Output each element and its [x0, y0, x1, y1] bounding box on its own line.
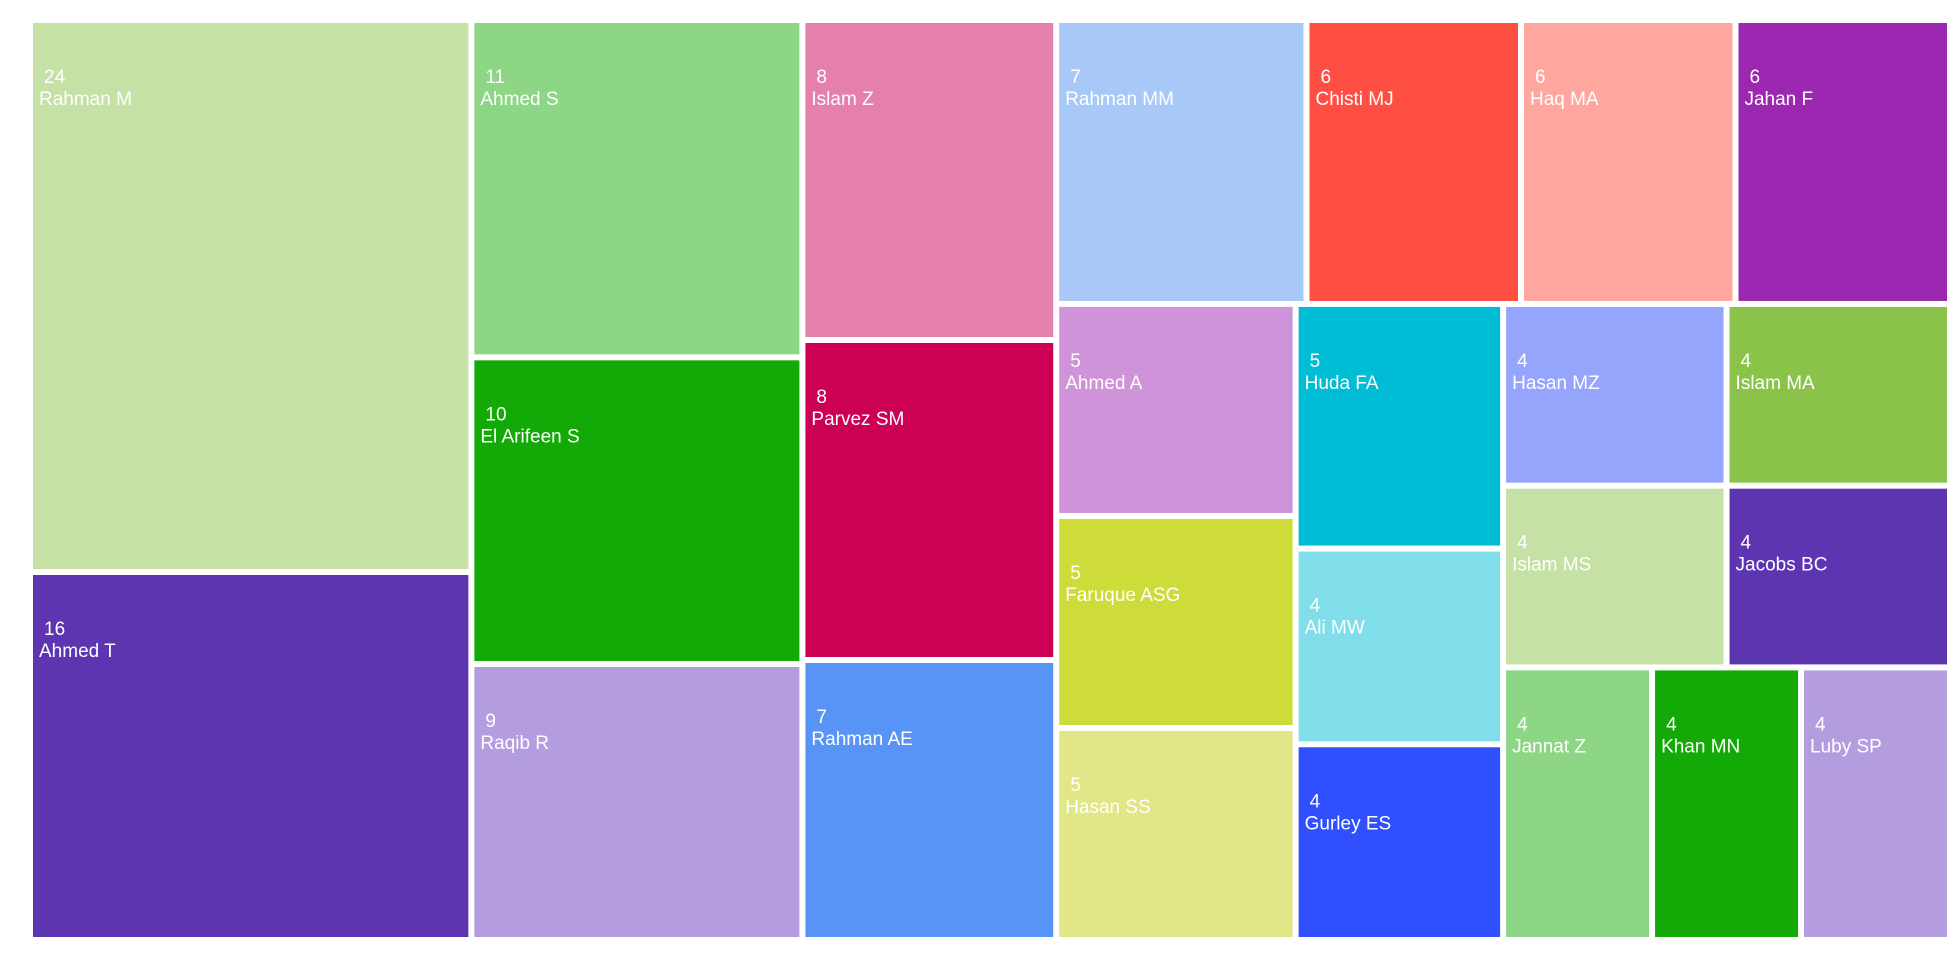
tile	[805, 23, 1054, 337]
tile	[805, 343, 1054, 657]
tile	[1729, 488, 1947, 665]
tile-label: Jacobs BC	[1736, 555, 1828, 576]
tile-value: 5	[1070, 775, 1081, 796]
tile-label: Rahman AE	[811, 729, 912, 750]
tile	[1506, 488, 1724, 665]
tile	[33, 23, 469, 569]
tile-value: 6	[1320, 67, 1331, 88]
tile-label: Rahman MM	[1065, 89, 1174, 110]
tile-value: 6	[1749, 67, 1760, 88]
tile-value: 4	[1666, 714, 1677, 735]
tile	[474, 667, 800, 937]
tile-value: 4	[1517, 533, 1528, 554]
tile	[1523, 23, 1733, 301]
tile	[474, 360, 800, 661]
tile-label: El Arifeen S	[480, 426, 579, 447]
tile	[1298, 551, 1501, 742]
tile-value: 7	[1070, 67, 1081, 88]
tile	[1059, 730, 1293, 937]
tile	[1059, 306, 1293, 513]
tile-value: 8	[816, 67, 827, 88]
tile-label: Ahmed A	[1065, 373, 1142, 394]
tile	[1729, 306, 1947, 483]
tile-value: 9	[485, 711, 496, 732]
tile-label: Hasan SS	[1065, 797, 1151, 818]
tile-label: Faruque ASG	[1065, 585, 1180, 606]
tile	[474, 23, 800, 355]
tile-value: 11	[485, 67, 505, 88]
tile-label: Islam MA	[1736, 373, 1816, 394]
tile-label: Haq MA	[1530, 89, 1599, 110]
tile	[1298, 306, 1501, 546]
tile	[1298, 747, 1501, 937]
tile-value: 4	[1741, 351, 1752, 372]
tile-value: 5	[1070, 351, 1081, 372]
tile-value: 7	[816, 707, 827, 728]
tile	[1059, 23, 1304, 301]
tile-label: Luby SP	[1810, 736, 1882, 757]
tile-value: 4	[1517, 714, 1528, 735]
tile-value: 4	[1310, 791, 1321, 812]
tile-label: Raqib R	[480, 733, 549, 754]
tile-label: Hasan MZ	[1512, 373, 1600, 394]
tile-label: Jahan F	[1744, 89, 1813, 110]
tile-value: 4	[1310, 596, 1321, 617]
tile-label: Parvez SM	[811, 409, 904, 430]
tile	[1059, 518, 1293, 725]
tile-value: 4	[1815, 714, 1826, 735]
tile-label: Ahmed S	[480, 89, 558, 110]
tile-value: 5	[1310, 351, 1321, 372]
tile-label: Rahman M	[39, 89, 132, 110]
tile-label: Jannat Z	[1512, 736, 1586, 757]
tile-label: Huda FA	[1305, 373, 1379, 394]
tile-value: 24	[44, 67, 66, 88]
tile-label: Ahmed T	[39, 641, 116, 662]
tile	[1804, 670, 1947, 937]
tile-label: Chisti MJ	[1315, 89, 1393, 110]
tile-value: 8	[816, 387, 827, 408]
tile-label: Khan MN	[1661, 736, 1740, 757]
tile-value: 5	[1070, 563, 1081, 584]
tile	[1506, 670, 1650, 937]
tile-value: 6	[1535, 67, 1546, 88]
tile-value: 10	[485, 404, 506, 425]
tile-label: Islam MS	[1512, 555, 1591, 576]
tile-label: Gurley ES	[1305, 813, 1392, 834]
tile-value: 16	[44, 619, 65, 640]
tile-label: Ali MW	[1305, 618, 1365, 639]
tile	[1655, 670, 1799, 937]
tile	[1309, 23, 1518, 301]
tile	[33, 575, 469, 937]
tile	[805, 663, 1054, 937]
tile	[1738, 23, 1947, 301]
tile-label: Islam Z	[811, 89, 874, 110]
tile-value: 4	[1741, 533, 1752, 554]
tile	[1506, 306, 1724, 483]
tile-value: 4	[1517, 351, 1528, 372]
